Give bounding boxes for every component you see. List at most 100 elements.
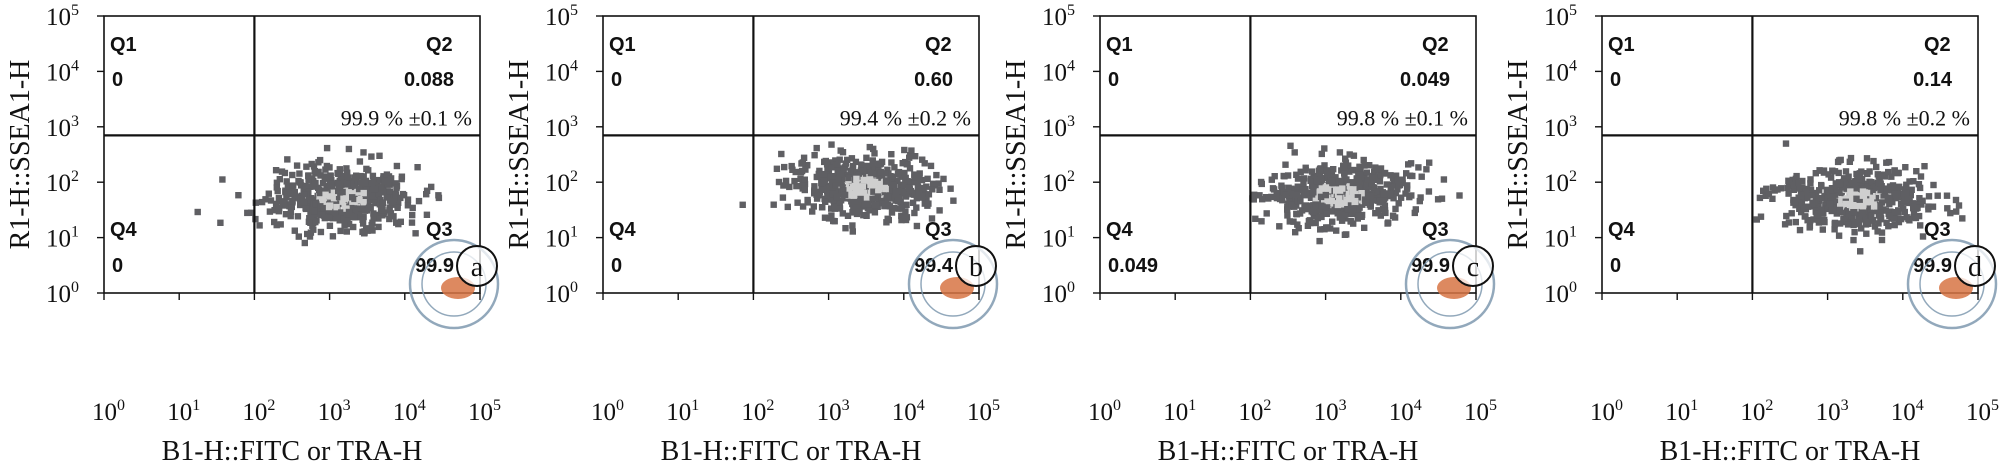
scatter-point (296, 179, 303, 186)
scatter-point (950, 197, 957, 204)
scatter-point (1900, 205, 1907, 212)
scatter-point (1404, 182, 1411, 189)
scatter-point (797, 169, 805, 176)
scatter-point (1377, 212, 1384, 219)
scatter-point (339, 188, 346, 196)
scatter-point (1836, 206, 1844, 214)
scatter-point (329, 233, 337, 240)
x-tick-exponent: 0 (616, 397, 624, 414)
scatter-point (312, 218, 319, 226)
y-tick-exponent: 3 (1569, 113, 1577, 130)
scatter-point (392, 191, 400, 198)
scatter-point (1901, 197, 1909, 204)
scatter-point (1796, 199, 1803, 207)
scatter-point (827, 196, 834, 203)
scatter-point (1807, 180, 1814, 187)
scatter-point (1847, 188, 1854, 195)
scatter-point (1336, 149, 1344, 156)
scatter-point (865, 166, 872, 173)
scatter-point (244, 209, 251, 217)
scatter-point (919, 156, 926, 163)
scatter-point (399, 190, 407, 198)
scatter-point (1299, 186, 1307, 193)
scatter-point (290, 182, 297, 189)
scatter-point (369, 193, 376, 200)
x-axis-title: B1-H::FITC or TRA-H (1660, 436, 1921, 467)
scatter-point (1835, 179, 1843, 186)
scatter-point (882, 170, 889, 177)
scatter-point (1925, 193, 1933, 200)
scatter-point (875, 188, 882, 195)
scatter-point (891, 182, 898, 189)
scatter-point (844, 156, 851, 164)
scatter-point (343, 205, 350, 212)
scatter-point (924, 175, 931, 182)
scatter-point (1392, 205, 1399, 213)
scatter-point (1865, 184, 1872, 191)
scatter-point (1828, 207, 1835, 214)
scatter-point (1293, 210, 1300, 218)
x-tick-exponent: 1 (1188, 397, 1196, 414)
x-tick-label: 103 (1816, 397, 1849, 426)
scatter-point (372, 199, 379, 207)
scatter-point (321, 187, 329, 194)
scatter-point (866, 174, 874, 182)
scatter-point (856, 208, 863, 215)
scatter-point (1412, 206, 1419, 213)
scatter-point (316, 189, 324, 197)
scatter-point (1917, 173, 1925, 180)
scatter-point (1259, 196, 1266, 203)
x-tick-exponent: 0 (1615, 397, 1623, 414)
scatter-point (359, 216, 366, 223)
scatter-point (279, 199, 286, 206)
scatter-point (871, 202, 879, 209)
scatter-point (792, 168, 799, 176)
scatter-point (1345, 202, 1352, 209)
scatter-point (319, 196, 326, 204)
scatter-point (370, 210, 377, 217)
scatter-point (1903, 214, 1910, 221)
scatter-point (906, 154, 913, 161)
scatter-point (892, 188, 900, 195)
scatter-point (1765, 190, 1773, 198)
scatter-point (929, 186, 936, 193)
scatter-point (899, 188, 906, 195)
q2-label: Q2 (925, 34, 952, 56)
y-tick-label: 104 (46, 57, 79, 86)
scatter-point (884, 215, 891, 222)
scatter-point (1812, 189, 1820, 197)
y-tick-label: 105 (1544, 2, 1577, 31)
scatter-point (1889, 182, 1897, 189)
scatter-point (1265, 195, 1272, 202)
scatter-point (1783, 212, 1790, 220)
scatter-point (940, 175, 947, 183)
scatter-point (822, 198, 829, 205)
scatter-point (909, 199, 917, 206)
x-axis-title: B1-H::FITC or TRA-H (1158, 436, 1419, 467)
x-tick-exponent: 4 (917, 397, 925, 414)
scatter-point (814, 192, 821, 200)
scatter-point (1798, 208, 1805, 216)
scatter-point (1269, 185, 1277, 192)
scatter-point (1342, 211, 1349, 218)
scatter-point (853, 198, 861, 205)
y-tick-label: 100 (1042, 279, 1075, 308)
scatter-point (1799, 177, 1806, 185)
scatter-point (1425, 188, 1433, 195)
scatter-point (1325, 197, 1333, 205)
scatter-point (1873, 163, 1880, 171)
scatter-point (1403, 185, 1411, 192)
scatter-point (354, 214, 362, 221)
x-tick-exponent: 3 (1841, 397, 1849, 414)
scatter-point (323, 183, 330, 191)
scatter-point (1796, 185, 1803, 192)
scatter-point (235, 192, 242, 199)
scatter-point (1309, 208, 1317, 216)
scatter-points (1753, 140, 1966, 255)
scatter-point (1409, 172, 1416, 180)
scatter-point (1810, 203, 1817, 210)
scatter-point (1877, 209, 1884, 216)
scatter-point (1300, 175, 1308, 182)
scatter-point (1863, 230, 1870, 237)
